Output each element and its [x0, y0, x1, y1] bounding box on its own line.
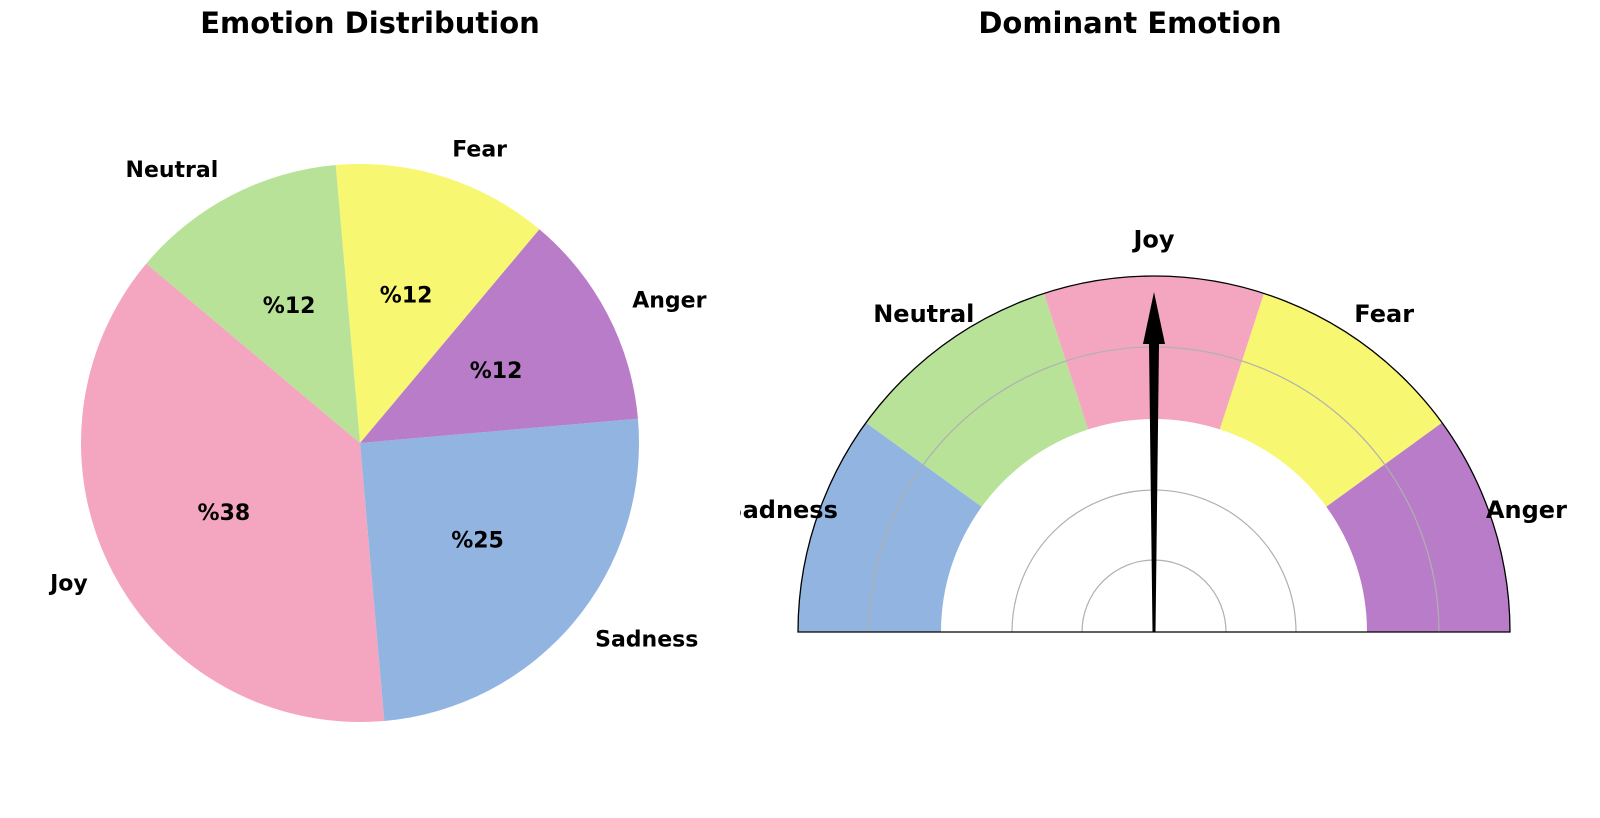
gauge-label-joy: Joy [1131, 225, 1174, 253]
pie-slice-fear [335, 163, 540, 443]
gauge-chart: Sadness Neutral Joy Fear Anger [740, 225, 1567, 633]
pie-label-sadness: Sadness [595, 627, 698, 652]
gauge-label-anger: Anger [1486, 496, 1567, 524]
gauge-outline [797, 275, 1511, 633]
gauge-label-neutral: Neutral [873, 300, 974, 328]
pie-label-joy: Joy [48, 572, 88, 597]
pie-label-neutral: Neutral [126, 158, 219, 183]
pie-value-label-neutral: %12 [263, 294, 316, 319]
gauge-segment-neutral [865, 293, 1089, 507]
pie-chart-panel: Emotion Distribution Joy %38 Sadness %25 Ang… [0, 0, 740, 818]
pie-slice-neutral [146, 165, 360, 443]
gauge-segment-fear [1219, 293, 1443, 507]
gauge-segment-anger [1326, 422, 1510, 632]
gauge-chart-panel: Dominant Emotion Sadness Neutral Joy Fear An… [740, 0, 1600, 818]
pie-value-label-fear: %12 [380, 284, 433, 309]
gauge-chart-title: Dominant Emotion [978, 6, 1282, 40]
pie-chart: Joy %38 Sadness %25 Anger %12 Fear %12 Neutral %1… [48, 137, 707, 722]
pie-slice-sadness [360, 418, 639, 721]
gauge-label-fear: Fear [1354, 300, 1414, 328]
gauge-needle [1143, 292, 1165, 632]
pie-label-fear: Fear [452, 137, 507, 162]
pie-slice-anger [360, 229, 638, 443]
pie-slice-joy [81, 263, 385, 722]
pie-chart-title: Emotion Distribution [200, 6, 540, 40]
gauge-label-sadness: Sadness [740, 496, 838, 524]
gauge-segment-sadness [798, 422, 982, 632]
pie-value-label-joy: %38 [198, 501, 251, 526]
pie-value-label-sadness: %25 [451, 529, 504, 554]
pie-label-anger: Anger [632, 288, 706, 313]
pie-value-label-anger: %12 [470, 359, 523, 384]
